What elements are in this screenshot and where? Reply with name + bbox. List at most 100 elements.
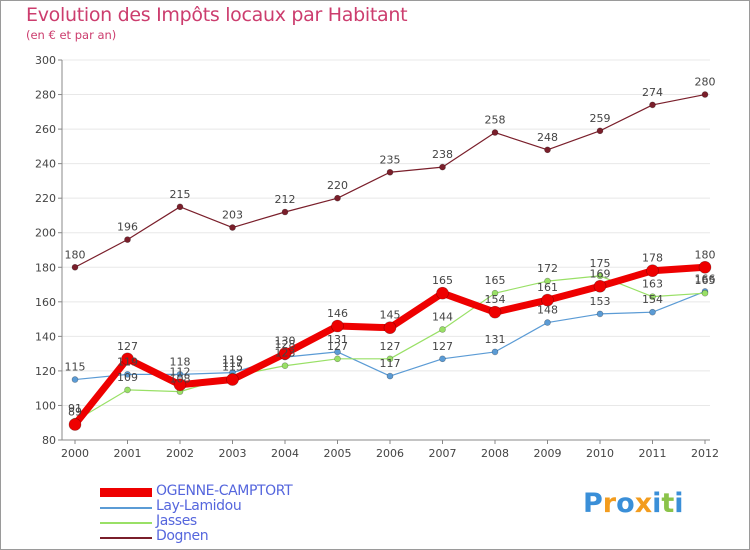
y-tick-label: 300 (35, 54, 56, 67)
point-ogenne-camptort (226, 373, 239, 386)
point-jasses (334, 355, 341, 363)
point-jasses (491, 289, 499, 297)
data-label-jasses: 91 (68, 402, 82, 415)
y-tick-label: 220 (35, 192, 56, 205)
logo-letter-7: i (674, 488, 684, 519)
data-label-dognen: 274 (642, 86, 663, 99)
data-label-jasses: 175 (590, 257, 611, 270)
legend-swatch-ogenne-camptort (100, 488, 152, 497)
point-dognen (229, 224, 236, 231)
point-jasses (701, 289, 709, 297)
data-label-lay-lamidou: 117 (380, 357, 401, 370)
data-label-lay-lamidou: 131 (327, 333, 348, 346)
point-ogenne-camptort (278, 347, 292, 360)
data-label-dognen: 259 (590, 112, 611, 125)
point-lay-lamidou (544, 319, 551, 326)
data-label-ogenne-camptort: 178 (642, 252, 663, 265)
point-lay-lamidou (596, 310, 604, 318)
point-ogenne-camptort (488, 305, 502, 319)
point-jasses (544, 277, 551, 285)
data-label-jasses: 172 (537, 262, 558, 275)
data-label-dognen: 212 (275, 193, 296, 206)
legend-label-jasses: Jasses (156, 513, 197, 529)
data-label-jasses: 165 (695, 274, 716, 287)
x-tick-label: 2004 (271, 447, 299, 460)
data-label-dognen: 280 (695, 76, 716, 89)
data-label-dognen: 196 (117, 221, 138, 234)
data-label-jasses: 123 (275, 347, 296, 360)
data-label-jasses: 144 (432, 310, 453, 323)
legend-label-dognen: Dognen (156, 528, 209, 544)
data-label-dognen: 215 (170, 188, 191, 201)
y-tick-label: 260 (35, 123, 56, 136)
logo-letter-2: r (602, 488, 617, 519)
y-tick-label: 80 (42, 434, 56, 447)
y-tick-label: 120 (35, 365, 56, 378)
chart-title: Evolution des Impôts locaux par Habitant (26, 4, 408, 26)
logo-letter-4: x (634, 488, 653, 519)
x-tick-label: 2012 (691, 447, 719, 460)
y-tick-label: 240 (35, 158, 56, 171)
point-ogenne-camptort (331, 319, 344, 333)
data-label-lay-lamidou: 119 (117, 355, 138, 368)
data-label-ogenne-camptort: 165 (432, 274, 453, 287)
point-dognen (649, 101, 656, 109)
x-tick-label: 2011 (639, 447, 667, 460)
point-jasses (386, 355, 394, 363)
point-lay-lamidou (176, 371, 184, 378)
data-label-lay-lamidou: 166 (695, 272, 716, 285)
data-label-ogenne-camptort: 146 (327, 307, 348, 320)
x-tick-label: 2000 (61, 447, 89, 460)
point-ogenne-camptort (121, 352, 134, 366)
point-dognen (71, 263, 79, 271)
y-tick-label: 160 (35, 296, 56, 309)
data-label-dognen: 180 (65, 248, 86, 261)
point-jasses (281, 362, 289, 370)
point-lay-lamidou (386, 372, 394, 380)
data-label-ogenne-camptort: 145 (380, 309, 401, 322)
data-label-dognen: 203 (222, 209, 243, 222)
point-dognen (491, 129, 499, 136)
data-label-lay-lamidou: 154 (642, 293, 663, 306)
y-tick-label: 100 (35, 399, 56, 412)
data-label-jasses: 127 (327, 340, 348, 353)
point-ogenne-camptort (593, 279, 607, 293)
point-dognen (124, 236, 131, 243)
data-label-ogenne-camptort: 161 (537, 281, 558, 294)
data-label-lay-lamidou: 148 (537, 304, 558, 317)
x-tick-label: 2009 (534, 447, 562, 460)
point-ogenne-camptort (68, 418, 82, 431)
point-ogenne-camptort (646, 264, 659, 278)
legend-swatch-dognen (100, 537, 152, 539)
data-label-jasses: 165 (485, 274, 506, 287)
point-dognen (544, 146, 551, 154)
logo-letter-5: i (652, 488, 662, 519)
point-lay-lamidou (124, 371, 131, 378)
data-label-ogenne-camptort: 180 (695, 248, 716, 261)
point-dognen (596, 127, 604, 135)
x-tick-label: 2007 (429, 447, 457, 460)
x-tick-label: 2005 (324, 447, 352, 460)
data-label-jasses: 117 (222, 357, 243, 370)
legend-swatch-jasses (100, 522, 152, 524)
data-label-lay-lamidou: 115 (65, 361, 86, 374)
point-lay-lamidou (334, 348, 341, 356)
point-jasses (124, 386, 131, 394)
point-dognen (334, 194, 341, 202)
y-tick-label: 140 (35, 330, 56, 343)
point-dognen (176, 203, 184, 211)
data-label-lay-lamidou: 153 (590, 295, 611, 308)
x-tick-label: 2003 (219, 447, 247, 460)
point-lay-lamidou (649, 308, 656, 316)
line-chart: 80 100 120 140 160 180 200 220 240 260 280 300 2000 2… (35, 54, 719, 460)
point-dognen (386, 168, 394, 176)
data-label-dognen: 258 (485, 114, 506, 127)
point-jasses (596, 272, 604, 280)
data-label-lay-lamidou: 127 (432, 340, 453, 353)
data-label-lay-lamidou: 118 (170, 355, 191, 368)
x-tick-label: 2006 (376, 447, 404, 460)
data-label-jasses: 108 (170, 373, 191, 386)
point-dognen (281, 208, 289, 216)
legend-swatch-lay-lamidou (100, 507, 152, 509)
proxiti-logo: Proxiti (583, 488, 684, 519)
